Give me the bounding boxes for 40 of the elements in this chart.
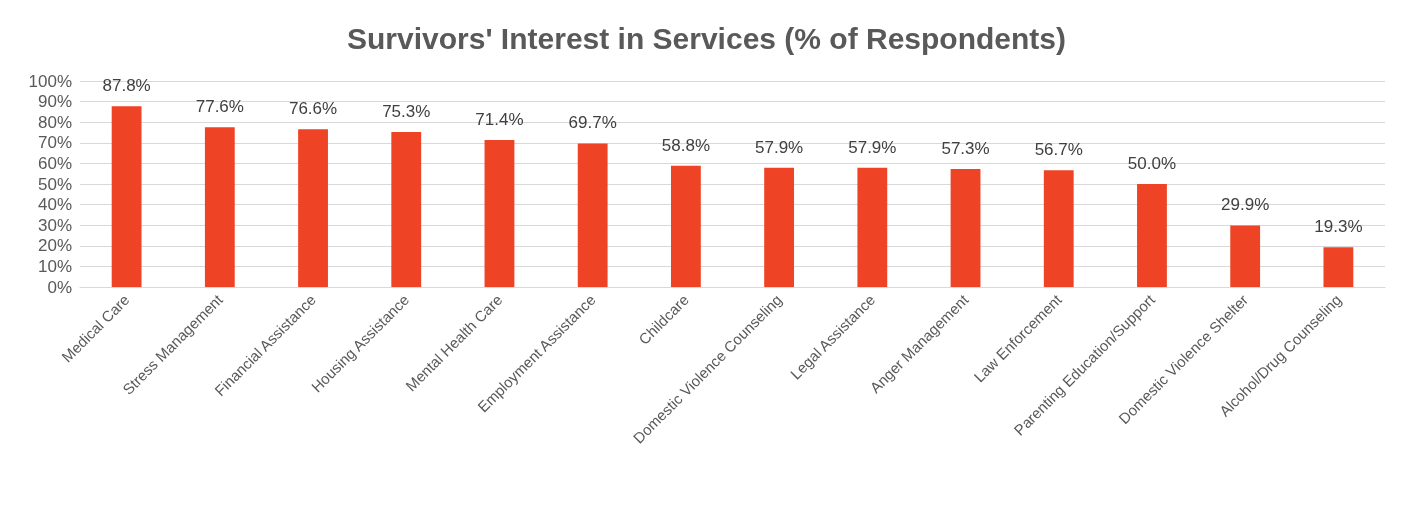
data-label: 57.9% bbox=[755, 137, 804, 157]
y-tick-label: 40% bbox=[37, 195, 72, 215]
bar bbox=[857, 167, 888, 287]
data-label: 71.4% bbox=[475, 109, 524, 129]
data-label: 57.3% bbox=[941, 138, 990, 158]
data-label: 87.8% bbox=[102, 76, 151, 96]
bar bbox=[577, 143, 608, 287]
data-label: 57.9% bbox=[848, 137, 897, 157]
data-label: 29.9% bbox=[1221, 195, 1270, 215]
y-tick-label: 10% bbox=[37, 256, 72, 276]
data-label: 76.6% bbox=[288, 99, 338, 119]
y-tick-label: 30% bbox=[37, 215, 72, 235]
bar bbox=[391, 131, 422, 287]
data-label: 77.6% bbox=[195, 97, 244, 117]
bar bbox=[950, 168, 981, 287]
bar bbox=[204, 127, 235, 287]
data-label: 50.0% bbox=[1127, 154, 1177, 173]
y-tick-label: 100% bbox=[28, 71, 72, 91]
bar bbox=[484, 139, 515, 287]
data-label: 58.8% bbox=[661, 135, 710, 155]
y-tick-label: 20% bbox=[37, 236, 72, 256]
y-tick-label: 80% bbox=[37, 112, 72, 132]
bar bbox=[764, 167, 795, 287]
y-tick-label: 90% bbox=[37, 92, 72, 112]
data-label: 75.3% bbox=[382, 101, 431, 121]
bar bbox=[1043, 170, 1074, 287]
chart-title: Survivors' Interest in Services (% of Respondents) bbox=[346, 21, 1067, 55]
bar bbox=[298, 129, 328, 287]
data-label: 56.7% bbox=[1034, 140, 1083, 160]
bar bbox=[111, 106, 142, 287]
bar bbox=[1230, 225, 1261, 287]
bar bbox=[1137, 184, 1167, 287]
y-tick-label: 60% bbox=[37, 153, 72, 173]
bar bbox=[670, 165, 701, 287]
bar bbox=[1323, 247, 1354, 287]
y-tick-label: 70% bbox=[37, 133, 72, 153]
y-tick-label: 0% bbox=[47, 277, 72, 297]
data-label: 69.7% bbox=[568, 113, 617, 133]
data-label: 19.3% bbox=[1314, 217, 1363, 237]
y-tick-label: 50% bbox=[37, 174, 72, 194]
